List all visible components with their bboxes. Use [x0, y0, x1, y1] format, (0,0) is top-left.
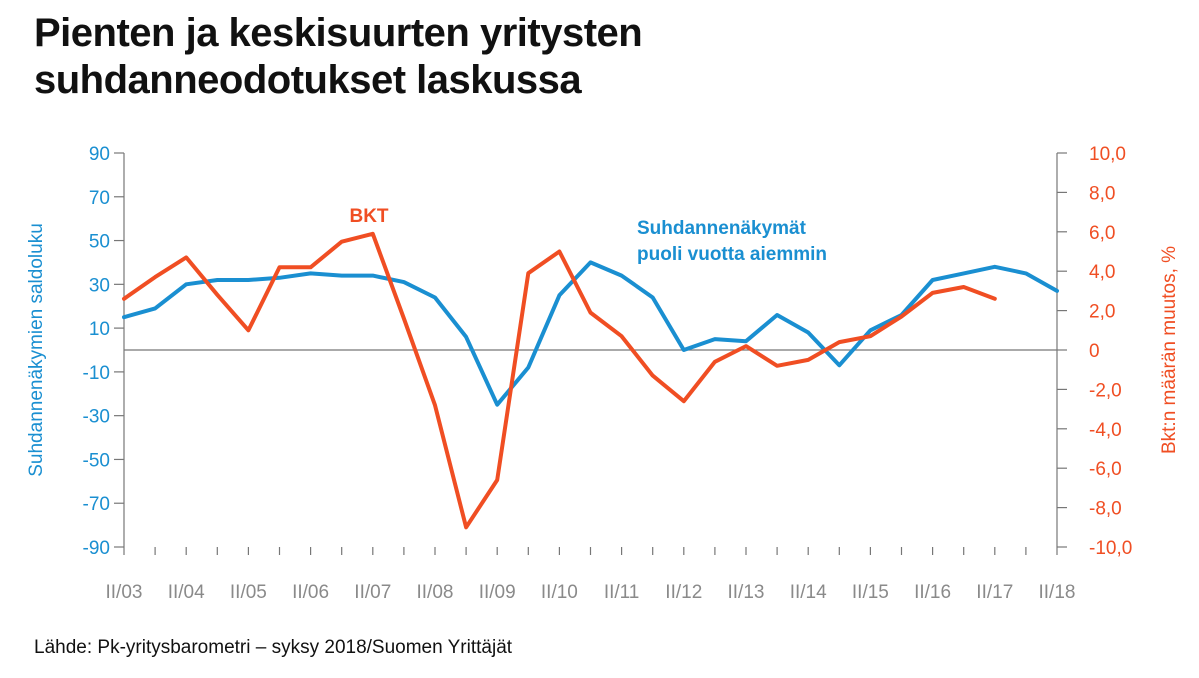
- x-tick-label: II/08: [417, 582, 454, 603]
- title-line-1: Pienten ja keskisuurten yritysten: [34, 11, 643, 55]
- x-tick-label: II/14: [790, 582, 827, 603]
- right-tick-label: 0: [1089, 341, 1100, 362]
- right-tick-label: -2,0: [1089, 380, 1122, 401]
- right-tick-label: -8,0: [1089, 499, 1122, 520]
- right-tick-label: 2,0: [1089, 302, 1115, 323]
- left-axis-title: Suhdannenäkymien saldoluku: [26, 223, 47, 477]
- chart-axes: 90 70 50 30 10 -10 -30 -50 -70 -90 10,0 8,0 6,0 4,0 2,…: [26, 144, 1180, 603]
- left-tick-label: 70: [89, 188, 110, 209]
- right-tick-label: 8,0: [1089, 183, 1115, 204]
- left-tick-label: -30: [83, 407, 110, 428]
- source-note: Lähde: Pk-yritysbarometri – syksy 2018/S…: [34, 637, 513, 658]
- right-tick-label: -4,0: [1089, 420, 1122, 441]
- right-tick-label: 10,0: [1089, 144, 1126, 165]
- series-label-blue: Suhdannenäkymät: [637, 218, 807, 239]
- right-axis-title: Bkt:n määrän muutos, %: [1159, 246, 1180, 454]
- right-tick-label: -10,0: [1089, 538, 1132, 559]
- x-tick-label: II/05: [230, 582, 267, 603]
- x-tick-label: II/17: [976, 582, 1013, 603]
- left-tick-label: -90: [83, 538, 110, 559]
- right-tick-label: 4,0: [1089, 262, 1115, 283]
- x-tick-label: II/11: [604, 582, 640, 603]
- x-tick-label: II/06: [292, 582, 329, 603]
- x-tick-label: II/15: [852, 582, 889, 603]
- left-tick-label: 50: [89, 232, 110, 253]
- x-tick-label: II/10: [541, 582, 578, 603]
- x-tick-label: II/04: [168, 582, 205, 603]
- chart-series: [122, 231, 1059, 530]
- title-line-2: suhdanneodotukset laskussa: [34, 58, 582, 102]
- left-tick-label: 30: [89, 275, 110, 296]
- left-tick-label: -10: [83, 363, 110, 384]
- left-tick-label: -70: [83, 494, 110, 515]
- left-tick-label: -50: [83, 450, 110, 471]
- right-tick-label: 6,0: [1089, 223, 1115, 244]
- x-tick-label: II/16: [914, 582, 951, 603]
- left-tick-label: 10: [89, 319, 110, 340]
- chart-title: Pienten ja keskisuurten yritysten suhdan…: [34, 10, 643, 104]
- x-tick-label: II/07: [354, 582, 391, 603]
- x-tick-label: II/18: [1039, 582, 1076, 603]
- series-label-red: BKT: [349, 206, 388, 227]
- series-line-0: [122, 260, 1059, 407]
- x-tick-label: II/12: [665, 582, 702, 603]
- right-tick-label: -6,0: [1089, 459, 1122, 480]
- x-tick-label: II/09: [479, 582, 516, 603]
- series-label-blue: puoli vuotta aiemmin: [637, 244, 827, 265]
- chart-labels: Suhdannenäkymät puoli vuotta aiemmin BKT: [349, 206, 827, 265]
- x-tick-label: II/03: [106, 582, 143, 603]
- x-tick-label: II/13: [728, 582, 765, 603]
- left-tick-label: 90: [89, 144, 110, 165]
